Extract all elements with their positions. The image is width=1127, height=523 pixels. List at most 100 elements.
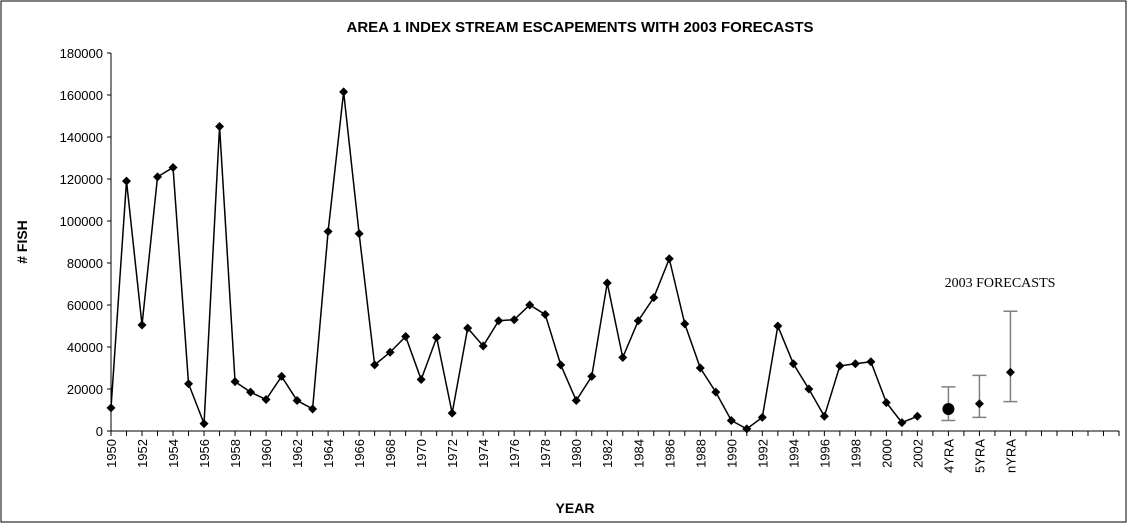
x-tick-label: 1976	[507, 439, 522, 468]
data-point	[463, 323, 473, 333]
data-point	[804, 384, 814, 394]
data-point	[819, 411, 829, 421]
x-tick-label: 1996	[817, 439, 832, 468]
x-tick-label: 1978	[538, 439, 553, 468]
data-point	[137, 320, 147, 330]
x-tick-label: 1990	[724, 439, 739, 468]
data-point	[757, 412, 767, 422]
x-tick-label: 1960	[259, 439, 274, 468]
data-point	[633, 316, 643, 326]
data-point	[726, 416, 736, 425]
data-point	[308, 404, 318, 414]
data-point	[277, 371, 287, 381]
error-bar	[972, 374, 987, 419]
x-tick-label: 1984	[631, 439, 646, 468]
data-point	[292, 396, 302, 406]
data-point	[478, 341, 488, 351]
data-point	[168, 162, 178, 172]
x-tick-label: nYRA	[1003, 439, 1018, 473]
data-point	[912, 411, 922, 421]
x-tick-label: 1980	[569, 439, 584, 468]
data-point	[881, 398, 891, 408]
data-point	[261, 395, 271, 404]
data-point	[354, 229, 364, 239]
y-tick-label: 120000	[60, 172, 103, 187]
data-point	[339, 87, 349, 97]
data-point	[788, 359, 798, 369]
data-point	[897, 418, 907, 428]
y-tick-label: 160000	[60, 88, 103, 103]
data-point	[711, 387, 721, 397]
y-tick-label: 80000	[67, 256, 103, 271]
x-tick-label: 1972	[445, 439, 460, 468]
y-tick-label: 180000	[60, 46, 103, 61]
data-point	[153, 172, 163, 182]
data-point	[215, 122, 225, 131]
x-tick-label: 5YRA	[972, 439, 987, 473]
data-point	[106, 403, 116, 413]
x-tick-label: 1966	[352, 439, 367, 468]
data-point	[401, 332, 411, 341]
x-tick-label: 1958	[228, 439, 243, 468]
data-point	[323, 227, 333, 236]
y-tick-label: 140000	[60, 130, 103, 145]
data-point	[850, 359, 860, 369]
data-point	[122, 176, 132, 186]
data-point	[618, 353, 628, 362]
y-tick-label: 40000	[67, 340, 103, 355]
data-point	[942, 402, 955, 415]
data-point	[184, 379, 194, 389]
data-point	[587, 371, 597, 381]
x-tick-label: 2000	[879, 439, 894, 468]
y-tick-label: 100000	[60, 214, 103, 229]
data-point	[540, 309, 550, 319]
data-point	[773, 321, 783, 331]
x-tick-label: 1954	[166, 439, 181, 468]
x-tick-label: 1968	[383, 439, 398, 468]
data-point	[525, 300, 535, 310]
data-point	[835, 361, 845, 371]
data-point	[556, 360, 566, 370]
x-tick-label: 1994	[786, 439, 801, 468]
data-point	[447, 408, 457, 418]
y-axis-title: # FISH	[14, 220, 30, 264]
x-tick-label: 1950	[104, 439, 119, 468]
data-point	[664, 254, 674, 264]
data-point	[509, 315, 519, 325]
data-point	[866, 357, 876, 367]
data-point	[742, 424, 752, 434]
x-tick-label: 1952	[135, 439, 150, 468]
data-point	[199, 419, 209, 429]
x-tick-label: 1988	[693, 439, 708, 468]
data-point	[416, 375, 426, 385]
chart-title: AREA 1 INDEX STREAM ESCAPEMENTS WITH 200…	[346, 19, 813, 36]
y-tick-label: 0	[96, 424, 103, 439]
x-tick-label: 1970	[414, 439, 429, 468]
data-point	[246, 387, 256, 397]
x-tick-label: 1974	[476, 439, 491, 468]
data-point	[974, 399, 984, 409]
x-tick-label: 2002	[910, 439, 925, 468]
data-point	[385, 347, 395, 357]
data-point	[695, 363, 705, 373]
y-tick-label: 60000	[67, 298, 103, 313]
data-point	[571, 396, 581, 406]
data-point	[494, 316, 504, 326]
data-point	[602, 278, 612, 288]
data-point	[680, 319, 690, 329]
x-axis-title: YEAR	[556, 500, 595, 516]
data-point	[432, 333, 442, 343]
y-tick-label: 20000	[67, 382, 103, 397]
x-tick-label: 1986	[662, 439, 677, 468]
x-tick-label: 1998	[848, 439, 863, 468]
x-tick-label: 4YRA	[941, 439, 956, 473]
data-point	[370, 360, 380, 370]
data-point	[230, 377, 240, 387]
error-bar	[1003, 310, 1018, 403]
x-tick-label: 1964	[321, 439, 336, 468]
data-point	[1005, 367, 1015, 377]
annotation: 2003 FORECASTS	[945, 276, 1056, 291]
data-point	[649, 293, 659, 303]
x-tick-label: 1962	[290, 439, 305, 468]
